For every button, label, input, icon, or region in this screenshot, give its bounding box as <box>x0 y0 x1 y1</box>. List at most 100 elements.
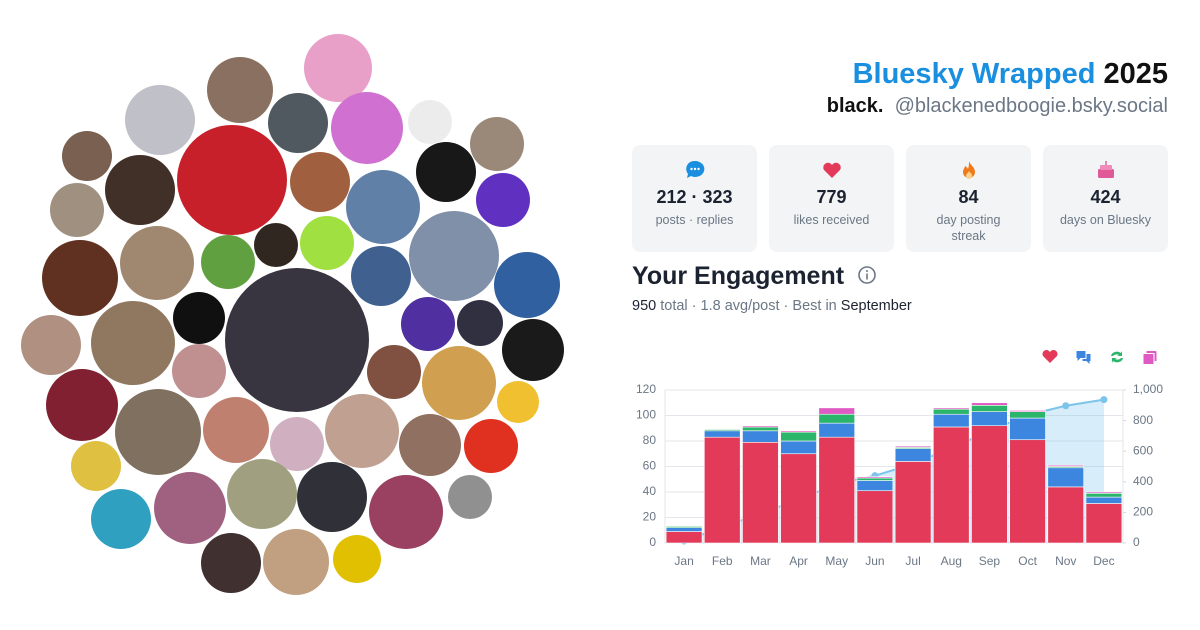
bar-segment <box>818 407 855 415</box>
bar-segment <box>1085 503 1123 544</box>
bar-segment <box>1009 439 1046 544</box>
legend-icon[interactable] <box>1076 351 1091 364</box>
avatar[interactable] <box>263 529 329 595</box>
icon <box>685 160 704 178</box>
bar-segment <box>1009 417 1046 441</box>
details: total · 1.8 avg/post · Best in <box>660 298 837 314</box>
avatar[interactable] <box>448 475 492 519</box>
avatar[interactable] <box>351 246 411 306</box>
avatar[interactable] <box>422 346 496 420</box>
avatar[interactable] <box>304 34 372 102</box>
avatar[interactable] <box>268 93 328 153</box>
legend-icon[interactable] <box>1143 351 1157 364</box>
bar-segment <box>971 425 1008 544</box>
y-tick-label: 40 <box>643 484 657 498</box>
avatar[interactable] <box>46 369 118 441</box>
bar-segment <box>856 490 894 544</box>
bar-segment <box>1047 464 1084 467</box>
avatar[interactable] <box>270 417 324 471</box>
avatar[interactable] <box>177 125 287 235</box>
bar-segment <box>818 413 855 424</box>
x-tick-label: Apr <box>789 554 808 568</box>
avatar[interactable] <box>225 268 369 412</box>
x-tick-label: Jul <box>905 554 920 568</box>
bar-segment <box>971 404 1008 412</box>
bar-segment <box>1009 411 1046 419</box>
avatar[interactable] <box>399 414 461 476</box>
avatar[interactable] <box>470 117 524 171</box>
avatar[interactable] <box>207 57 273 123</box>
legend-icon[interactable] <box>1111 351 1123 363</box>
avatar[interactable] <box>91 301 175 385</box>
y-tick-label: 80 <box>643 433 657 447</box>
avatar[interactable] <box>409 211 499 301</box>
avatar[interactable] <box>297 462 367 532</box>
avatar[interactable] <box>21 315 81 375</box>
avatar[interactable] <box>227 459 297 529</box>
user: black. @blackenedboogie.bsky.social <box>827 95 1168 118</box>
bar-segment <box>665 531 703 544</box>
y2-tick-label: 200 <box>1133 505 1153 519</box>
avatar[interactable] <box>416 142 476 202</box>
avatar[interactable] <box>201 533 261 593</box>
avatar[interactable] <box>71 441 121 491</box>
avatar[interactable] <box>201 235 255 289</box>
avatar[interactable] <box>173 292 225 344</box>
icon <box>1097 161 1114 178</box>
avatar[interactable] <box>401 297 455 351</box>
avatar[interactable] <box>408 100 452 144</box>
bar-segment <box>780 430 817 433</box>
bar-segment <box>894 445 932 448</box>
bar-segment <box>894 461 932 544</box>
avatar[interactable] <box>172 344 226 398</box>
avatar[interactable] <box>367 345 421 399</box>
avatar[interactable] <box>464 419 518 473</box>
info-icon[interactable] <box>857 265 877 285</box>
bar-segment <box>971 411 1008 426</box>
avatar[interactable] <box>457 300 503 346</box>
y-tick-label: 120 <box>636 382 656 396</box>
avatar[interactable] <box>105 155 175 225</box>
bar-segment <box>818 436 855 544</box>
bar-segment <box>704 429 741 432</box>
avatar[interactable] <box>125 85 195 155</box>
avatar[interactable] <box>91 489 151 549</box>
avatar[interactable] <box>494 252 560 318</box>
avatar[interactable] <box>254 223 298 267</box>
bar-segment <box>933 407 970 410</box>
bar-segment <box>894 448 932 462</box>
bar-segment <box>1085 496 1123 504</box>
avatar[interactable] <box>203 397 269 463</box>
section-title-text: Your Engagement <box>632 262 845 290</box>
stat-label: day posting streak <box>936 213 1001 243</box>
stat-value: 212 · 323 <box>656 187 733 207</box>
legend-icon[interactable] <box>1042 349 1058 363</box>
x-tick-label: Feb <box>712 554 733 568</box>
bar-segment <box>780 440 817 455</box>
avatar[interactable] <box>42 240 118 316</box>
avatar[interactable] <box>120 226 194 300</box>
avatar[interactable] <box>154 472 226 544</box>
avatar[interactable] <box>346 170 420 244</box>
avatar[interactable] <box>300 216 354 270</box>
avatar[interactable] <box>333 535 381 583</box>
bar-segment <box>780 453 817 544</box>
avatar[interactable] <box>476 173 530 227</box>
avatar[interactable] <box>497 381 539 423</box>
y2-tick-label: 800 <box>1133 413 1153 427</box>
y-tick-label: 60 <box>643 459 657 473</box>
avatar[interactable] <box>115 389 201 475</box>
bar-segment <box>856 480 894 492</box>
avatar[interactable] <box>50 183 104 237</box>
avatar[interactable] <box>290 152 350 212</box>
avatar[interactable] <box>62 131 112 181</box>
avatar[interactable] <box>502 319 564 381</box>
y2-tick-label: 400 <box>1133 474 1153 488</box>
avatar[interactable] <box>325 394 399 468</box>
y2-tick-label: 600 <box>1133 443 1153 457</box>
avatar[interactable] <box>331 92 403 164</box>
icon <box>962 161 975 179</box>
bar-segment <box>742 430 779 443</box>
avatar[interactable] <box>369 475 443 549</box>
